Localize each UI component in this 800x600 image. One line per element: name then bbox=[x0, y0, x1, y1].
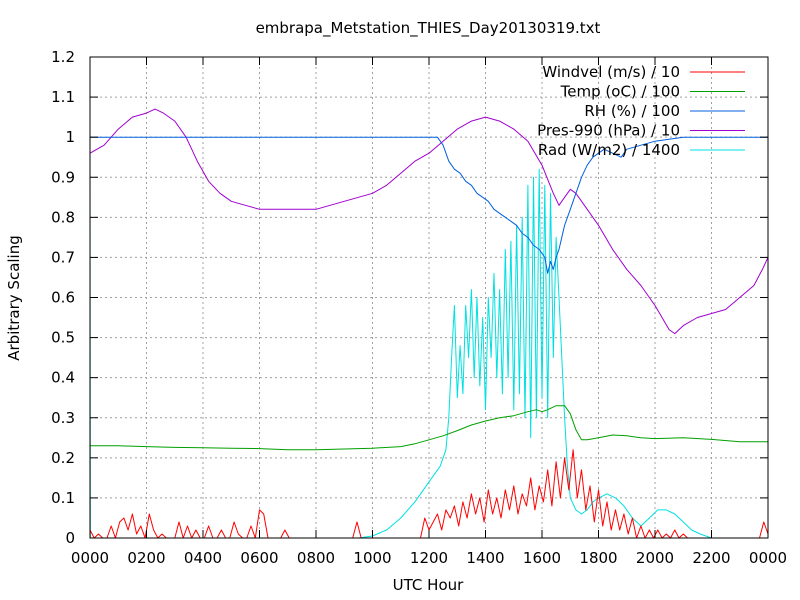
x-tick-label: 1000 bbox=[353, 549, 391, 567]
legend-label: RH (%) / 100 bbox=[584, 102, 680, 120]
series-line-1 bbox=[90, 405, 768, 451]
series-line-2 bbox=[90, 136, 768, 274]
chart-title: embrapa_Metstation_THIES_Day20130319.txt bbox=[256, 19, 601, 38]
legend-label: Temp (oC) / 100 bbox=[560, 83, 680, 101]
y-tick-label: 0.9 bbox=[51, 168, 75, 186]
y-tick-label: 0.4 bbox=[51, 369, 75, 387]
x-tick-label: 1800 bbox=[579, 549, 617, 567]
y-tick-label: 1.2 bbox=[51, 48, 75, 66]
legend-label: Rad (W/m2) / 1400 bbox=[538, 141, 680, 159]
y-tick-label: 0.3 bbox=[51, 409, 75, 427]
legend-label: Pres-990 (hPa) / 10 bbox=[537, 122, 680, 140]
x-tick-label: 0600 bbox=[240, 549, 278, 567]
legend-label: Windvel (m/s) / 10 bbox=[542, 63, 680, 81]
x-tick-label: 2000 bbox=[636, 549, 674, 567]
x-tick-label: 0000 bbox=[71, 549, 109, 567]
y-tick-label: 0.6 bbox=[51, 289, 75, 307]
y-tick-label: 0.7 bbox=[51, 248, 75, 266]
x-tick-label: 0000 bbox=[749, 549, 787, 567]
y-tick-label: 0 bbox=[65, 529, 75, 547]
x-tick-label: 0400 bbox=[184, 549, 222, 567]
y-axis-label: Arbitrary Scaling bbox=[5, 235, 23, 361]
y-tick-label: 0.5 bbox=[51, 329, 75, 347]
x-tick-label: 2200 bbox=[692, 549, 730, 567]
x-tick-label: 0200 bbox=[127, 549, 165, 567]
ticks: 0 0.1 0.2 0.3 0.4 0.5 0.6 0.7 0.8 0.9 1 1.1 1.2 0000 0… bbox=[51, 48, 787, 567]
y-tick-label: 1 bbox=[65, 128, 75, 146]
y-tick-label: 0.1 bbox=[51, 489, 75, 507]
x-tick-label: 1400 bbox=[466, 549, 504, 567]
y-tick-label: 0.2 bbox=[51, 449, 75, 467]
series-line-3 bbox=[89, 108, 769, 335]
x-tick-label: 1200 bbox=[410, 549, 448, 567]
x-tick-label: 1600 bbox=[523, 549, 561, 567]
series-line-4 bbox=[89, 137, 768, 539]
x-tick-label: 0800 bbox=[297, 549, 335, 567]
y-tick-label: 0.8 bbox=[51, 208, 75, 226]
y-tick-label: 1.1 bbox=[51, 88, 75, 106]
x-axis-label: UTC Hour bbox=[393, 576, 464, 594]
